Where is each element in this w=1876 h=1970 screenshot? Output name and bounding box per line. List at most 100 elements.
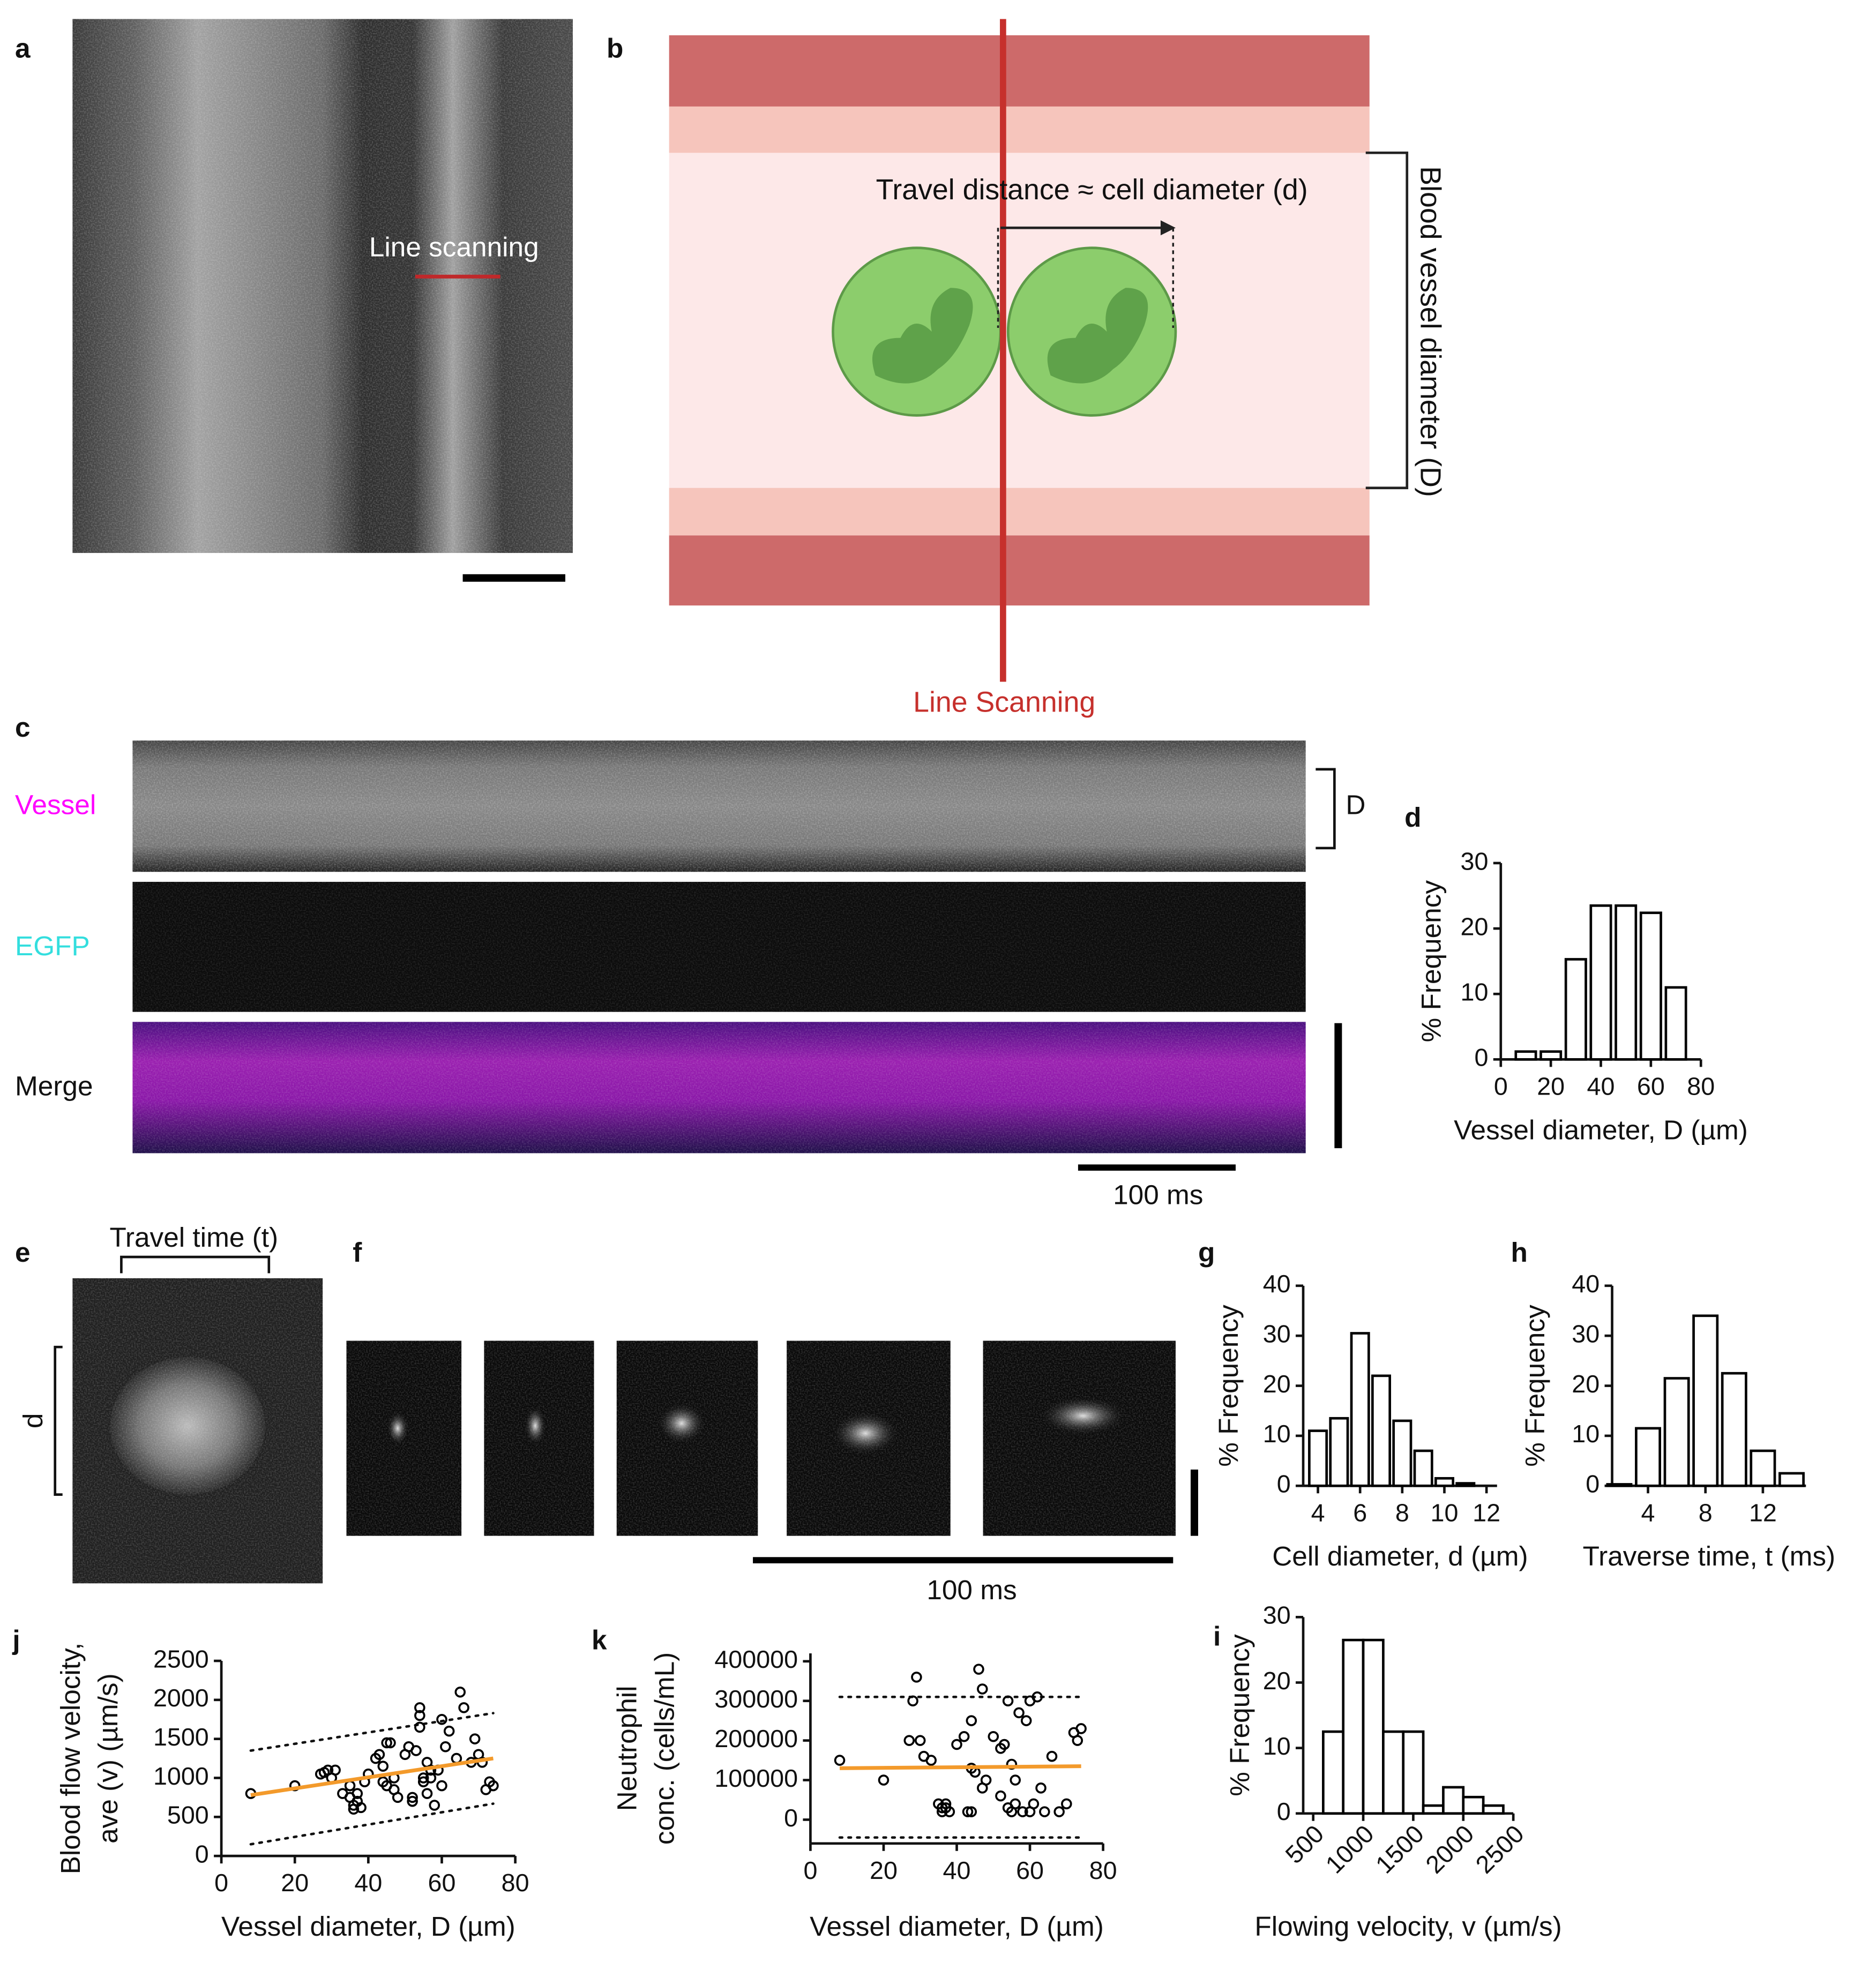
- bar: [1606, 1483, 1633, 1487]
- y-axis-label: Blood flow velocity,: [55, 1643, 86, 1875]
- point: [878, 1774, 890, 1786]
- y-tick-label: 100000: [714, 1764, 798, 1792]
- y-tick-label: 0: [1586, 1470, 1600, 1498]
- annotation: Travel time (t): [109, 1222, 278, 1253]
- y-tick-label: 500: [167, 1801, 209, 1829]
- x-tick-label: 6: [1353, 1499, 1367, 1526]
- cell: [832, 246, 1002, 417]
- bar: [1635, 1427, 1661, 1487]
- x-tick-label: 60: [1637, 1072, 1665, 1100]
- x-tick-label: 20: [281, 1869, 309, 1897]
- y-tick-label: 0: [1277, 1470, 1291, 1498]
- scale-bar: [1190, 1469, 1198, 1536]
- point: [1013, 1707, 1025, 1719]
- x-tick-label: 60: [1016, 1856, 1044, 1884]
- point: [962, 1806, 974, 1817]
- x-tick-label: 1000: [1320, 1819, 1379, 1878]
- point: [373, 1749, 385, 1761]
- y-axis-label: Neutrophil: [612, 1686, 642, 1811]
- row-label: EGFP: [15, 931, 90, 961]
- bar: [1615, 904, 1638, 1061]
- y-tick-label: 1000: [153, 1762, 209, 1790]
- point: [988, 1731, 999, 1742]
- x-tick-label: 0: [214, 1869, 228, 1897]
- point: [414, 1710, 425, 1721]
- x-tick-label: 40: [354, 1869, 382, 1897]
- bar: [1462, 1795, 1485, 1815]
- x-axis-label: Vessel diameter, D (µm): [1454, 1114, 1748, 1145]
- x-tick-label: 8: [1699, 1499, 1713, 1526]
- point: [973, 1664, 984, 1675]
- point: [1006, 1758, 1018, 1770]
- x-tick-label: 80: [502, 1869, 529, 1897]
- point: [903, 1735, 915, 1746]
- bar: [1322, 1730, 1345, 1815]
- point: [440, 1741, 451, 1752]
- point: [834, 1755, 846, 1766]
- y-tick-label: 0: [784, 1804, 798, 1832]
- panel-label: j: [12, 1625, 20, 1656]
- point: [425, 1772, 437, 1784]
- y-tick-label: 10: [1572, 1420, 1600, 1448]
- annotation: Blood vessel diameter (D): [1414, 166, 1446, 497]
- image-grain: [132, 740, 1306, 872]
- y-axis-label: ave (v) (µm/s): [93, 1673, 123, 1844]
- bar: [1342, 1638, 1365, 1815]
- bar: [1692, 1314, 1719, 1487]
- annotation: Line Scanning: [913, 686, 1095, 718]
- point: [443, 1725, 455, 1737]
- x-axis-label: Traverse time, t (ms): [1583, 1541, 1835, 1571]
- point: [977, 1683, 988, 1695]
- y-tick-label: 2000: [153, 1684, 209, 1712]
- panel-label: e: [15, 1237, 31, 1268]
- point: [352, 1788, 363, 1799]
- point: [392, 1792, 403, 1803]
- y-tick-label: 2500: [153, 1645, 209, 1673]
- x-tick-label: 80: [1089, 1856, 1117, 1884]
- y-tick-label: 0: [195, 1840, 209, 1868]
- panel-label: b: [607, 33, 623, 63]
- x-axis-label: Vessel diameter, D (µm): [810, 1911, 1104, 1942]
- image-grain: [72, 1278, 323, 1584]
- x-tick-label: 20: [870, 1856, 898, 1884]
- bar: [1308, 1429, 1328, 1487]
- point: [1002, 1695, 1014, 1706]
- point: [407, 1792, 418, 1803]
- annotation: Line scanning: [369, 232, 539, 263]
- bar: [1664, 986, 1687, 1061]
- point: [451, 1752, 462, 1764]
- point: [469, 1733, 481, 1744]
- bar: [1434, 1477, 1454, 1487]
- x-tick-label: 1500: [1370, 1819, 1429, 1878]
- point: [414, 1721, 425, 1733]
- y-axis-label: % Frequency: [1416, 880, 1446, 1043]
- bar: [1539, 1050, 1563, 1061]
- point: [414, 1702, 425, 1713]
- bar: [1371, 1374, 1392, 1487]
- annotation: d: [18, 1413, 48, 1429]
- x-tick-label: 2000: [1420, 1819, 1479, 1878]
- y-tick-label: 30: [1572, 1320, 1600, 1348]
- vessel-wall: [669, 35, 1370, 107]
- vessel-layer: [669, 106, 1370, 153]
- point: [1010, 1798, 1021, 1810]
- point: [1017, 1806, 1028, 1817]
- bracket-label: D: [1346, 789, 1365, 820]
- regression-line: [250, 1756, 494, 1797]
- point: [1061, 1798, 1072, 1810]
- panel-label: h: [1511, 1237, 1527, 1268]
- point: [1053, 1806, 1065, 1817]
- point: [1028, 1798, 1040, 1810]
- point: [944, 1806, 955, 1817]
- panel-label: d: [1404, 802, 1421, 833]
- point: [1039, 1806, 1050, 1817]
- x-tick-label: 12: [1749, 1499, 1777, 1526]
- y-tick-label: 1500: [153, 1723, 209, 1751]
- point: [381, 1737, 392, 1749]
- x-tick-label: 4: [1641, 1499, 1655, 1526]
- prediction-band: [249, 1802, 495, 1846]
- point: [454, 1687, 466, 1698]
- x-tick-label: 10: [1431, 1499, 1459, 1526]
- point: [377, 1761, 389, 1772]
- point: [421, 1788, 433, 1799]
